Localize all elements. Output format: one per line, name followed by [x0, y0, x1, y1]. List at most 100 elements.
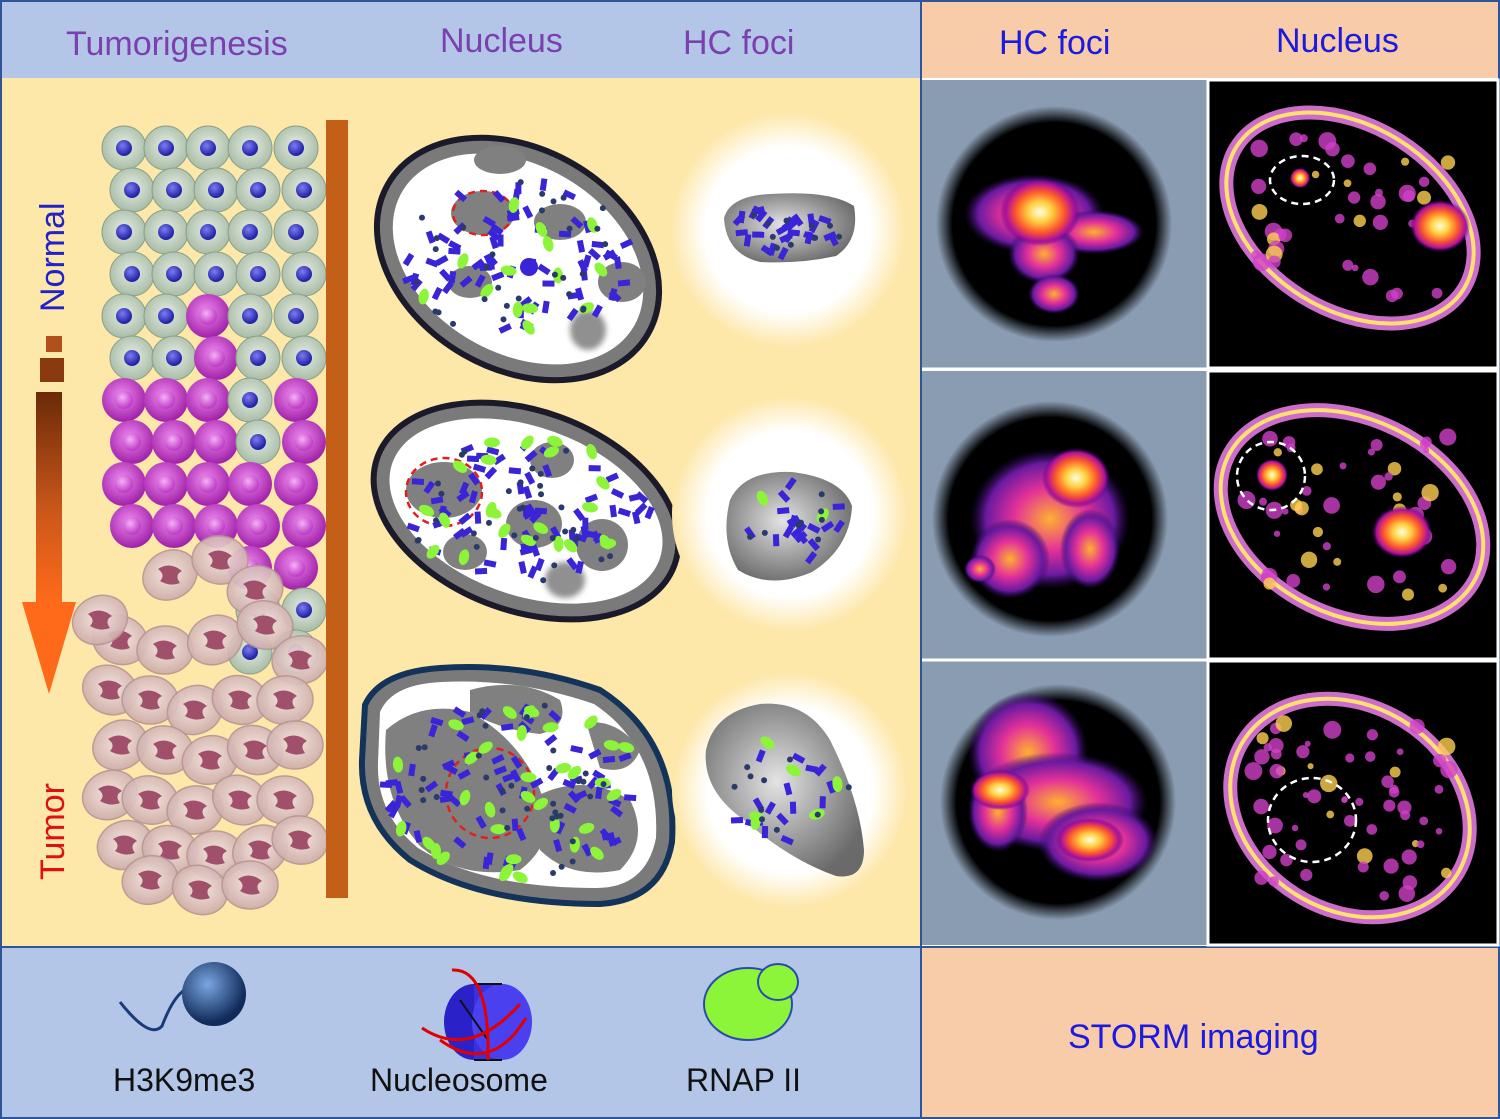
signal-spot: [1056, 818, 1124, 862]
cell: [152, 504, 196, 548]
nucleosome-mark: [508, 467, 522, 475]
h3k9me3-mark: [598, 556, 605, 563]
signal-dot: [1273, 530, 1281, 537]
h3k9me3-mark: [517, 479, 524, 486]
tumor-cell: [166, 684, 224, 736]
h3k9me3-mark: [602, 241, 609, 248]
rnap-mark: [439, 512, 451, 528]
signal-dot: [1307, 763, 1314, 770]
rnap-mark: [490, 824, 507, 835]
rnap-mark: [459, 789, 471, 806]
h3k9me3-mark: [415, 744, 422, 751]
h3k9me3-mark: [505, 488, 512, 495]
nucleosome-mark: [826, 780, 836, 794]
rnap-mark: [480, 284, 494, 298]
storm-imaging-label: STORM imaging: [1068, 1018, 1319, 1056]
h3k9me3-mark: [579, 270, 586, 277]
signal-spot: [1028, 274, 1080, 314]
nucleosome-mark: [484, 466, 498, 480]
legend-label-h3k9me3: H3K9me3: [113, 1062, 256, 1098]
signal-dot: [1440, 155, 1456, 170]
nucleosome-mark: [466, 455, 480, 463]
signal-dot: [1333, 557, 1342, 566]
signal-dot: [1254, 749, 1270, 765]
rnap-mark: [563, 539, 578, 553]
h3k9me3-mark: [580, 305, 587, 312]
nucleosome-mark: [424, 780, 439, 793]
signal-dot: [1304, 740, 1311, 747]
cell: [235, 335, 281, 381]
cell: [273, 209, 319, 255]
h3k9me3-mark: [761, 529, 768, 536]
nucleosome-mark: [431, 286, 443, 301]
signal-dot: [1435, 827, 1443, 835]
signal-dot: [1339, 462, 1347, 470]
nucleosome-mark: [743, 233, 752, 247]
signal-dot: [1320, 774, 1338, 793]
rnap-mark: [520, 534, 536, 547]
nucleosome-mark: [388, 805, 400, 819]
cell: [235, 419, 281, 465]
nucleus-tumor-marks: [379, 702, 637, 883]
nucleosome-mark: [510, 769, 522, 783]
cell: [101, 293, 147, 339]
rnap-mark: [516, 725, 527, 741]
nucleosome-mark: [408, 763, 416, 777]
signal-dot: [1296, 745, 1310, 759]
nucleosome-mark: [791, 752, 806, 764]
h3k9me3-mark: [575, 778, 582, 785]
nucleosome-mark: [448, 240, 462, 252]
storm-nucleus-mid: [1213, 403, 1491, 631]
nucleosome-mark: [631, 511, 641, 525]
signal-dot: [1345, 753, 1355, 763]
signal-dot: [1383, 858, 1399, 874]
nucleosome-mark: [784, 477, 797, 491]
tumor-cell: [166, 785, 224, 835]
nucleosome-mark: [805, 551, 818, 565]
nucleosome-mark: [644, 505, 655, 520]
signal-dot: [1370, 439, 1383, 452]
cell: [151, 251, 197, 297]
h3k9me3-mark: [549, 815, 556, 822]
cell: [227, 125, 273, 171]
signal-dot: [1311, 170, 1320, 179]
signal-dot: [1342, 259, 1354, 271]
signal-dot: [1366, 729, 1378, 741]
h3k9me3-mark: [503, 302, 510, 309]
h3k9me3-mark: [508, 782, 515, 789]
signal-dot: [1252, 253, 1271, 272]
signal-dot: [1244, 762, 1263, 780]
nucleosome-mark: [582, 254, 592, 268]
nucleosome-mark: [522, 205, 534, 219]
nucleosome-mark: [459, 275, 473, 288]
signal-dot: [1372, 214, 1388, 230]
nucleus-tumor: [358, 663, 676, 908]
rnap-mark: [594, 262, 608, 277]
h3k9me3-mark: [751, 211, 758, 218]
h3k9me3-mark: [481, 296, 488, 303]
rnap-mark: [552, 267, 563, 284]
nucleosome-mark: [516, 481, 525, 495]
signal-dot: [1401, 588, 1415, 601]
nucleosome-mark: [617, 279, 631, 287]
nucleosome-mark: [510, 755, 523, 769]
signal-dot: [1300, 868, 1313, 882]
signal-dot: [1237, 491, 1256, 509]
signal-dot: [1393, 570, 1406, 584]
signal-dot: [1401, 157, 1410, 166]
signal-dot: [1326, 810, 1335, 819]
signal-dot: [1263, 577, 1276, 590]
nucleosome-mark: [566, 557, 579, 571]
nucleosome-mark: [493, 765, 508, 776]
nucleosome-mark: [502, 772, 516, 783]
h3k9me3-mark: [557, 812, 564, 819]
nucleus-normal: [373, 134, 663, 384]
nucleosome-mark: [613, 256, 622, 270]
signal-dot: [1290, 498, 1303, 511]
nucleosome-mark: [511, 818, 519, 831]
nucleosome-mark: [820, 520, 835, 533]
signal-dot: [1341, 154, 1355, 168]
nucleosome-mark: [518, 560, 527, 574]
h3k9me3-mark: [549, 535, 556, 542]
h3k9me3-mark: [758, 806, 765, 813]
